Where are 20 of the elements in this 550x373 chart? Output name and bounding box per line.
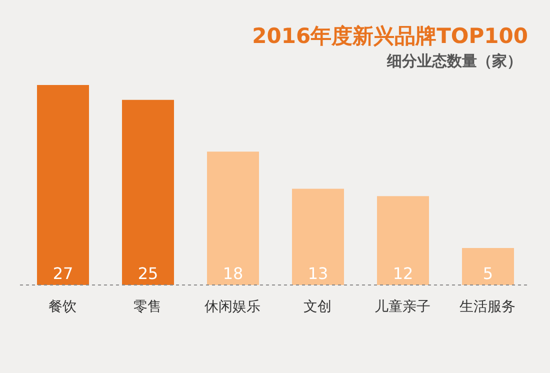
x-tick-label: 零售 — [134, 298, 162, 315]
x-tick-label: 文创 — [304, 298, 332, 315]
x-tick-label: 餐饮 — [48, 298, 76, 315]
data-label: 12 — [392, 264, 414, 283]
bar — [377, 196, 429, 285]
bar — [207, 152, 259, 285]
bar — [292, 188, 344, 285]
bar — [122, 100, 174, 285]
chart-title: 2016年度新兴品牌TOP100 — [252, 23, 528, 50]
data-label: 25 — [138, 264, 158, 283]
bar — [462, 248, 514, 285]
data-label: 27 — [52, 264, 74, 283]
bar — [37, 85, 89, 285]
x-tick-label: 儿童亲子 — [374, 298, 430, 315]
data-label: 13 — [308, 264, 328, 283]
data-label: 5 — [482, 264, 494, 283]
data-label: 18 — [222, 264, 244, 283]
chart-subtitle: 细分业态数量（家） — [387, 52, 522, 71]
x-tick-label: 休闲娱乐 — [204, 298, 260, 315]
x-tick-label: 生活服务 — [460, 298, 516, 315]
